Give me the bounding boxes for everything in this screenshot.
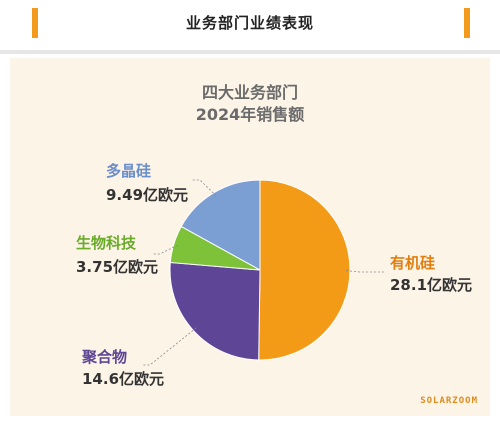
header-accent-left [32, 8, 38, 38]
header: 业务部门业绩表现 [0, 0, 500, 44]
pie-slice-1 [169, 261, 261, 361]
slice-value-label-3: 9.49亿欧元 [106, 186, 188, 204]
pie-slice-0 [258, 179, 351, 361]
leader-line-0 [345, 270, 386, 273]
leader-line-3 [192, 179, 217, 197]
chart-title-line-2: 2024年销售额 [196, 105, 305, 124]
page-title: 业务部门业绩表现 [185, 14, 314, 32]
slice-name-label-2: 生物科技 [76, 234, 137, 252]
slice-value-label-1: 14.6亿欧元 [82, 370, 164, 388]
brand-watermark: SOLARZOOM [420, 396, 478, 406]
slice-name-label-1: 聚合物 [81, 348, 127, 366]
pie-slice-3 [180, 179, 261, 271]
slice-name-label-0: 有机硅 [390, 254, 435, 272]
leader-line-1 [142, 327, 197, 366]
chart-panel: 四大业务部门 2024年销售额 有机硅 28.1亿欧元聚合物 14.6亿欧元 生物科技… [10, 58, 490, 416]
slice-value-label-0: 28.1亿欧元 [390, 276, 472, 294]
leader-line-2 [152, 244, 178, 255]
header-separator [0, 50, 500, 54]
header-accent-right [464, 8, 470, 38]
slice-name-label-3: 多晶硅 [106, 162, 151, 180]
chart-title-line-1: 四大业务部门 [202, 83, 298, 102]
slice-value-label-2: 3.75亿欧元 [76, 258, 158, 276]
